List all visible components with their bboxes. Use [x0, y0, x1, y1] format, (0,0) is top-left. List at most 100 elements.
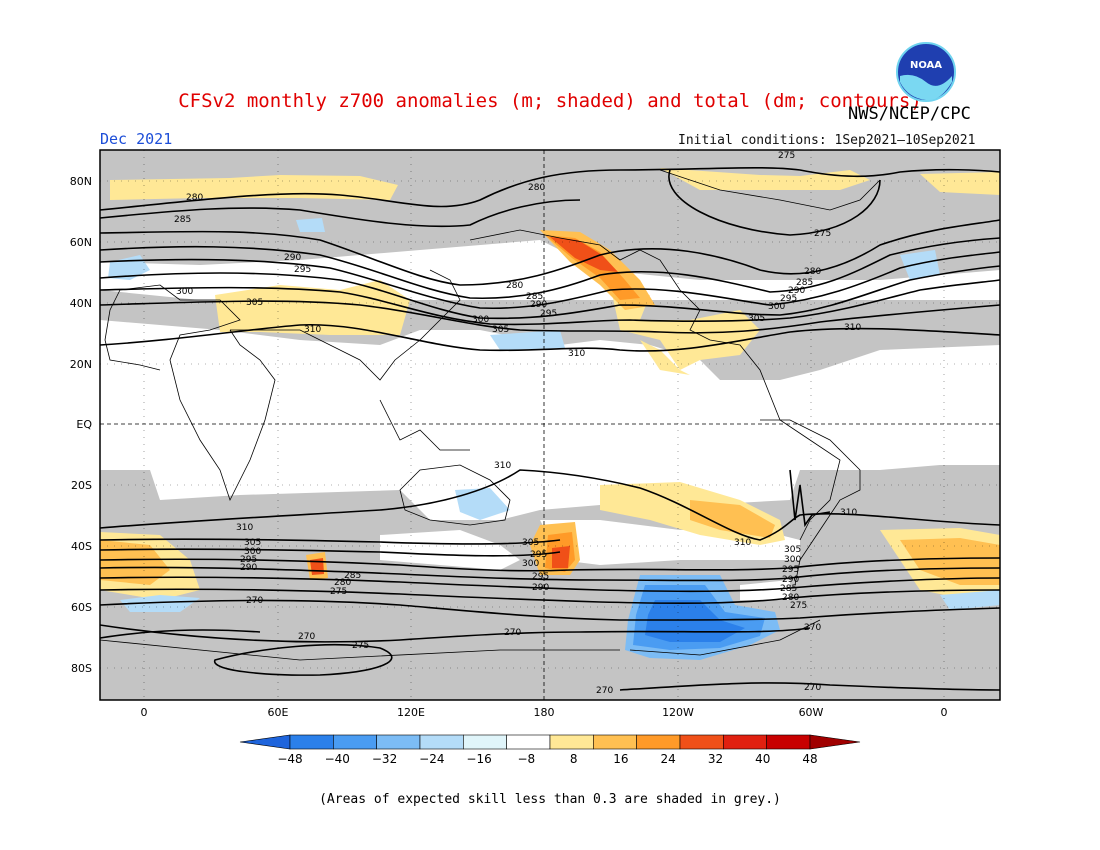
lon-label: 120E: [397, 706, 425, 719]
lat-label: 20S: [71, 479, 92, 492]
lon-label: 180: [534, 706, 555, 719]
contour-label: 305: [492, 325, 509, 335]
contour-label: 300: [768, 302, 785, 312]
colorbar-tick-label: 16: [613, 752, 628, 766]
colorbar-tick-label: −24: [419, 752, 444, 766]
contour-label: 310: [236, 523, 253, 533]
colorbar-swatch: [376, 734, 421, 750]
contour-label: 285: [344, 571, 361, 581]
colorbar-arrow-low: [239, 734, 291, 750]
contour-label: 310: [840, 508, 857, 518]
colorbar-tick-label: −40: [325, 752, 350, 766]
colorbar-swatch: [636, 734, 681, 750]
skill-note: (Areas of expected skill less than 0.3 a…: [319, 792, 781, 807]
contour-label: 280: [782, 593, 799, 603]
latitude-labels: 80N 60N 40N 20N EQ 20S 40S 60S 80S: [70, 175, 93, 675]
noaa-logo: NOAA: [896, 42, 956, 102]
contour-label: 280: [804, 267, 821, 277]
contour-label: 310: [844, 323, 861, 333]
colorbar-swatch: [506, 734, 551, 750]
contour-label: 295: [240, 555, 257, 565]
lat-label: EQ: [76, 418, 92, 431]
contour-label: 300: [784, 555, 801, 565]
contour-label: 280: [186, 193, 203, 203]
lon-label: 0: [941, 706, 948, 719]
contour-label: 310: [734, 538, 751, 548]
colorbar-swatch: [723, 734, 767, 750]
contour-label: 290: [284, 253, 301, 263]
contour-label: 300: [522, 559, 539, 569]
colorbar-arrow-high: [809, 734, 861, 750]
contour-label: 275: [790, 601, 807, 611]
colorbar-swatch: [593, 734, 637, 750]
lat-label: 40S: [71, 540, 92, 553]
colorbar-tick-label: 40: [755, 752, 770, 766]
colorbar-tick-label: −8: [518, 752, 536, 766]
lon-label: 60W: [799, 706, 824, 719]
colorbar-swatch: [333, 734, 377, 750]
contour-label: 300: [244, 547, 261, 557]
lat-label: 60S: [71, 601, 92, 614]
contour-label: 285: [174, 215, 191, 225]
longitude-labels: 0 60E 120E 180 120W 60W 0: [141, 706, 948, 719]
colorbar-tick-label: −32: [372, 752, 397, 766]
contour-label: 310: [304, 325, 321, 335]
contour-label: 285: [796, 278, 813, 288]
contour-label: 270: [804, 623, 821, 633]
colorbar-swatch: [419, 734, 464, 750]
contour-label: 305: [522, 538, 539, 548]
lon-label: 60E: [268, 706, 289, 719]
lat-label: 40N: [70, 297, 92, 310]
contour-label: 275: [330, 587, 347, 597]
contour-label: 270: [298, 632, 315, 642]
contour-label: 305: [244, 538, 261, 548]
contour-label: 280: [334, 578, 351, 588]
contour-label: 295: [294, 265, 311, 275]
contour-label: 280: [528, 183, 545, 193]
colorbar-tick-label: 8: [570, 752, 578, 766]
contour-label: 270: [504, 628, 521, 638]
colorbar-tick-label: −16: [466, 752, 491, 766]
contour-label: 280: [506, 281, 523, 291]
colorbar-swatch: [679, 734, 724, 750]
colorbar-tick-label: 32: [708, 752, 723, 766]
colorbar-swatch: [766, 734, 811, 750]
contour-label: 305: [748, 314, 765, 324]
grid-lines: [100, 150, 1000, 700]
contour-label: 285: [780, 584, 797, 594]
logo-text: NOAA: [910, 60, 942, 71]
lat-label: 80N: [70, 175, 92, 188]
contour-label: 295: [532, 572, 549, 582]
colorbar-tick-label: −48: [277, 752, 302, 766]
contour-label: 270: [246, 596, 263, 606]
height-contours: [99, 166, 1001, 691]
contour-label: 305: [246, 298, 263, 308]
contour-label: 295: [530, 550, 547, 560]
contour-label: 285: [526, 292, 543, 302]
colorbar: −48 −40 −32 −24 −16 −8 8 16 24 32 40 48: [239, 734, 861, 766]
contour-label: 275: [352, 641, 369, 651]
contour-label: 300: [472, 315, 489, 325]
map-frame: [99, 149, 1001, 701]
colorbar-swatch: [549, 734, 594, 750]
initial-conditions-label: Initial conditions: 1Sep2021–10Sep2021: [678, 133, 976, 148]
contour-label: 270: [804, 683, 821, 693]
lat-label: 80S: [71, 662, 92, 675]
contour-label: 300: [176, 287, 193, 297]
contour-label: 295: [540, 309, 557, 319]
colorbar-tick-label: 24: [661, 752, 676, 766]
coastlines: [99, 169, 881, 661]
contour-label: 290: [530, 300, 547, 310]
colorbar-swatch: [289, 734, 334, 750]
contour-label: 290: [532, 583, 549, 593]
contour-label: 295: [782, 565, 799, 575]
grid-dots: [100, 150, 1000, 700]
contour-label: 295: [780, 294, 797, 304]
lon-label: 0: [141, 706, 148, 719]
lat-label: 20N: [70, 358, 92, 371]
colorbar-swatch: [463, 734, 507, 750]
lat-label: 60N: [70, 236, 92, 249]
contour-label: 305: [784, 545, 801, 555]
contour-label: 310: [568, 349, 585, 359]
